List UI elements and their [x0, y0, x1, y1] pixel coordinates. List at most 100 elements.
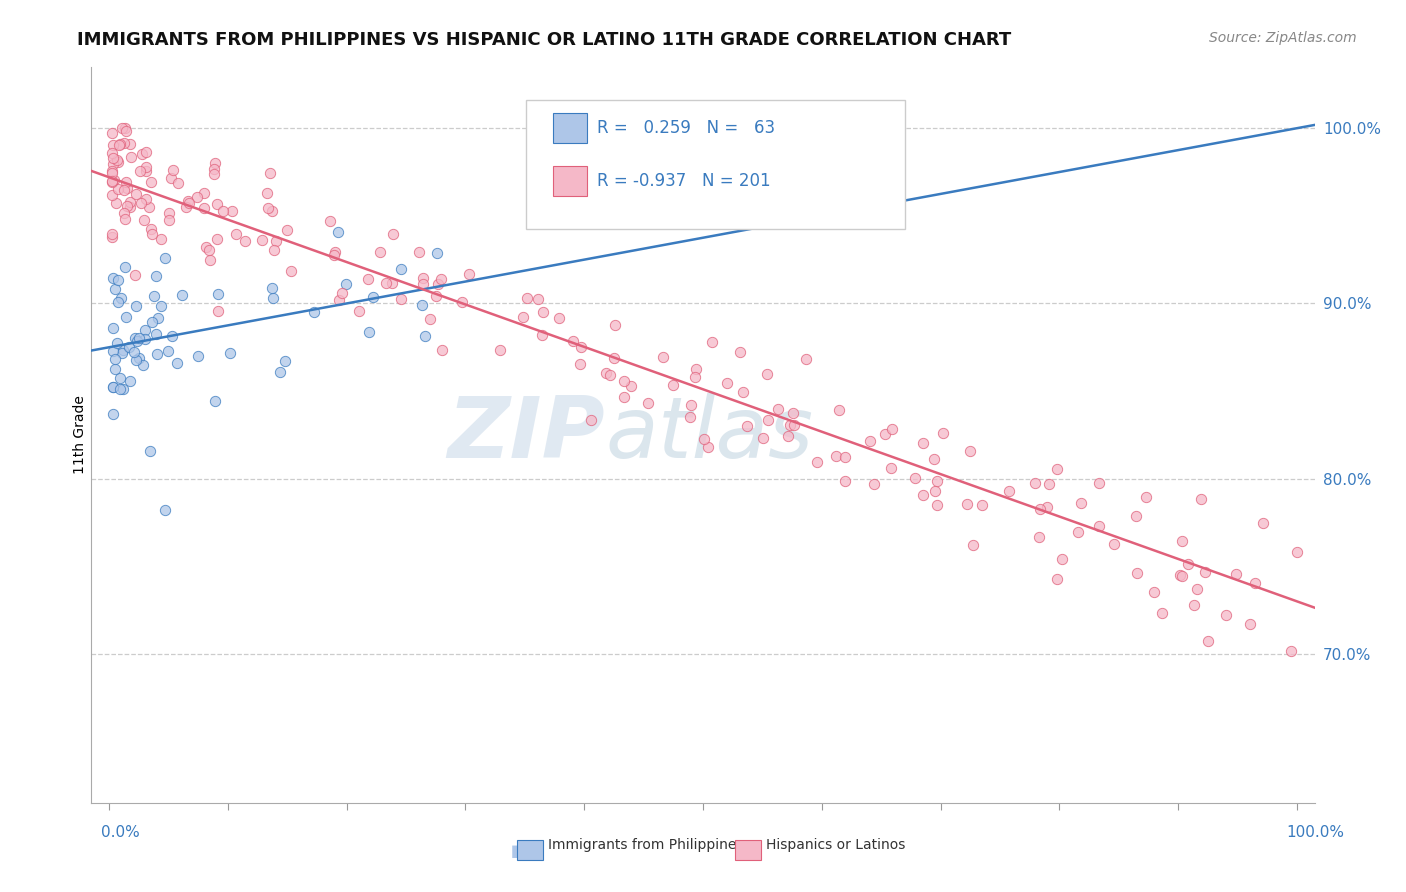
Point [198, 243, 221, 257]
Point [1028, 530, 1050, 544]
Point [250, 233, 273, 247]
Point [879, 461, 901, 475]
Point [328, 225, 350, 239]
Point [124, 331, 146, 345]
Point [548, 311, 571, 326]
Point [1194, 565, 1216, 579]
Point [1125, 566, 1147, 580]
Point [1046, 572, 1069, 586]
Text: ZIP: ZIP [447, 393, 605, 476]
Point [1045, 462, 1067, 476]
Point [863, 477, 886, 491]
Point [304, 305, 326, 319]
Point [779, 418, 801, 433]
Point [415, 329, 437, 343]
Point [374, 276, 396, 290]
Point [274, 354, 297, 368]
Point [1066, 524, 1088, 539]
Point [912, 436, 935, 450]
Point [349, 303, 371, 318]
Point [118, 340, 141, 354]
Point [157, 206, 180, 220]
Point [111, 346, 134, 360]
Point [603, 318, 626, 333]
Point [1189, 491, 1212, 506]
Point [681, 398, 703, 412]
Point [115, 124, 138, 138]
Point [569, 357, 592, 371]
Point [142, 288, 165, 302]
Point [1102, 537, 1125, 551]
Point [100, 164, 122, 178]
Point [145, 327, 167, 342]
Point [157, 213, 180, 227]
Point [260, 281, 283, 295]
Point [516, 292, 538, 306]
Text: R =   0.259   N =   63: R = 0.259 N = 63 [596, 119, 775, 137]
Point [730, 344, 752, 359]
Point [186, 190, 208, 204]
Point [651, 351, 673, 365]
Point [101, 407, 124, 421]
Point [100, 227, 122, 242]
Point [193, 186, 215, 200]
Point [613, 374, 636, 388]
Point [319, 213, 342, 227]
Point [131, 146, 153, 161]
Point [875, 427, 897, 442]
Text: R = -0.937   N = 201: R = -0.937 N = 201 [596, 172, 770, 190]
Point [146, 310, 169, 325]
Point [562, 334, 585, 349]
Point [1143, 585, 1166, 599]
Point [1150, 607, 1173, 621]
Point [108, 138, 131, 153]
Point [280, 264, 302, 278]
Bar [553, 166, 586, 195]
Point [103, 137, 125, 152]
Point [1239, 616, 1261, 631]
Point [141, 227, 163, 242]
Point [100, 175, 122, 189]
Point [679, 409, 702, 424]
Point [141, 175, 163, 189]
Point [531, 305, 554, 319]
Point [162, 329, 184, 343]
Point [381, 276, 404, 290]
Point [1088, 519, 1111, 533]
Point [256, 186, 278, 200]
Point [107, 273, 129, 287]
Point [103, 172, 125, 186]
Point [752, 432, 775, 446]
Point [579, 413, 602, 427]
Point [834, 475, 856, 489]
Point [134, 145, 156, 160]
Point [124, 345, 146, 359]
Point [207, 304, 229, 318]
Point [159, 171, 181, 186]
Point [128, 163, 150, 178]
Point [328, 293, 350, 307]
Point [662, 378, 685, 392]
Point [101, 157, 124, 171]
Point [756, 412, 779, 426]
Point [911, 488, 934, 502]
Point [927, 498, 949, 512]
Point [193, 201, 215, 215]
Point [381, 227, 404, 242]
Text: 0.0%: 0.0% [101, 825, 141, 840]
Point [187, 349, 209, 363]
Point [962, 537, 984, 551]
Point [766, 402, 789, 417]
Point [782, 406, 804, 420]
Point [1177, 557, 1199, 571]
Point [269, 365, 291, 379]
Point [111, 382, 134, 396]
Point [125, 334, 148, 349]
Point [731, 384, 754, 399]
Point [683, 369, 706, 384]
Point [111, 121, 134, 136]
Point [145, 269, 167, 284]
Point [204, 156, 226, 170]
Point [129, 196, 152, 211]
FancyBboxPatch shape [526, 100, 905, 229]
